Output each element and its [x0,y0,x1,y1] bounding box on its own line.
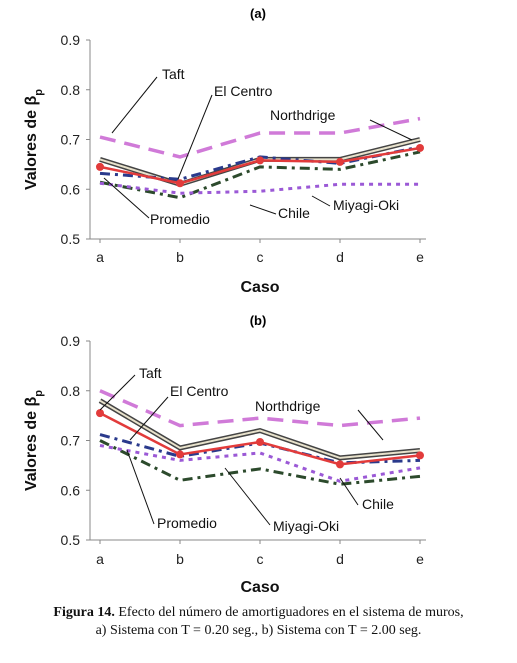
x-axis-title: Caso [240,579,279,596]
y-axis-title-subscript: p [33,390,45,397]
annotation-taft-leader [99,374,136,411]
annotation-northdrige-label: Northdrige [255,398,321,414]
x-tick-label: a [96,249,104,265]
x-axis-title: Caso [240,279,279,296]
series-promedio-point [256,437,264,446]
chart-panel-b: (b) 0.5 0.6 0.7 0.8 0.9 a b c d e Caso Valores de βp… [23,313,426,596]
x-tick-label: a [96,551,104,567]
y-tick-label: 0.7 [61,433,81,449]
series-chile-line [99,439,421,486]
annotation-northdrige-leader [369,119,413,141]
x-tick-label: c [257,551,264,567]
annotation-promedio-label: Promedio [157,515,217,531]
annotation-promedio-leader [103,177,150,219]
y-tick-label: 0.9 [61,333,81,349]
y-tick-label: 0.8 [61,383,81,399]
y-tick-label: 0.7 [61,132,81,148]
y-axis-title: Valores de βp [23,89,45,190]
series-promedio-point [416,143,424,152]
panel-label: (a) [250,6,266,21]
series-promedio-point [336,460,344,469]
annotation-promedio-leader [126,449,155,525]
series-promedio-point [96,409,104,418]
y-tick-label: 0.5 [61,532,81,548]
series-promedio-point [96,162,104,171]
x-tick-label: b [176,249,184,265]
annotation-chile-leader [339,477,359,506]
annotation-el-centro-label: El Centro [170,383,229,399]
y-tick-label: 0.9 [61,32,81,48]
annotation-miyagi-oki-leader [224,467,271,526]
annotation-chile-label: Chile [278,205,310,221]
series-promedio-point [256,156,264,165]
annotation-miyagi-oki-label: Miyagi-Oki [273,518,339,534]
y-tick-label: 0.6 [61,482,81,498]
figure-caption: Figura 14. Efecto del número de amortigu… [0,604,517,640]
x-tick-label: d [336,551,344,567]
y-axis-title: Valores de βp [23,390,45,491]
annotation-taft-label: Taft [139,365,162,381]
x-tick-label: e [416,249,424,265]
panel-label: (b) [250,313,267,328]
annotation-taft-label: Taft [162,66,185,82]
series-chile-line [99,150,421,200]
annotation-el-centro-leader [177,94,213,180]
series-promedio-point [336,157,344,166]
caption-label: Figura 14. [53,605,115,620]
annotation-taft-leader [111,76,158,134]
caption-line2: a) Sistema con T = 0.20 seg., b) Sistema… [95,623,422,638]
annotation-chile-leader [249,204,277,215]
y-tick-label: 0.5 [61,231,81,247]
annotation-el-centro-leader [129,396,169,441]
series-promedio-point [416,451,424,460]
annotation-chile-label: Chile [362,496,394,512]
series-promedio-point [176,450,184,459]
series-promedio-point [176,179,184,188]
x-tick-label: d [336,249,344,265]
x-tick-label: c [257,249,264,265]
y-tick-label: 0.8 [61,82,81,98]
x-tick-label: b [176,551,184,567]
chart-panel-a: (a) 0.5 0.6 0.7 0.8 0.9 a b c d e Caso Valores de βp… [23,6,426,296]
y-tick-label: 0.6 [61,181,81,197]
annotation-northdrige-leader [357,409,384,441]
annotation-promedio-label: Promedio [150,211,210,227]
x-tick-label: e [416,551,424,567]
annotation-miyagi-oki-leader [311,195,331,207]
annotation-miyagi-oki-label: Miyagi-Oki [333,197,399,213]
caption-line1: Efecto del número de amortiguadores en e… [114,605,464,620]
y-axis-title-subscript: p [33,89,45,96]
annotation-el-centro-label: El Centro [214,83,273,99]
series-taft-line [99,399,421,459]
series-northdrige-line [99,116,421,159]
annotation-northdrige-label: Northdrige [270,107,336,123]
series-miyagi-oki-line [99,444,421,483]
